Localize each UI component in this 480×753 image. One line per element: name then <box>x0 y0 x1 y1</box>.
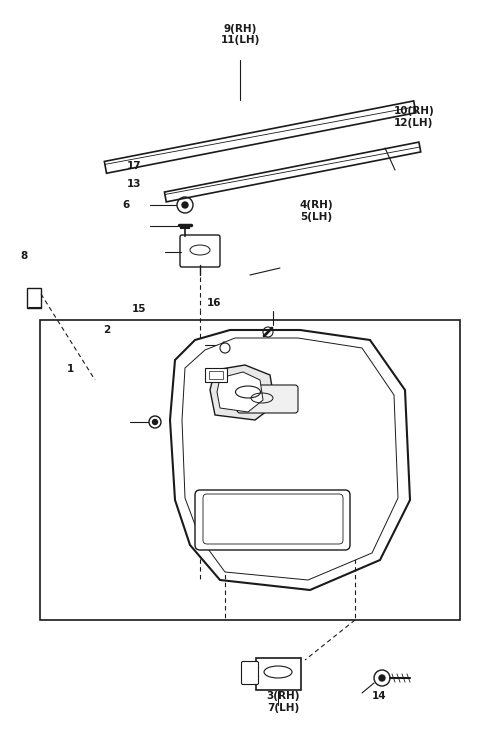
Polygon shape <box>217 372 263 412</box>
Circle shape <box>182 202 188 208</box>
Polygon shape <box>165 142 421 202</box>
Bar <box>40 320 460 620</box>
Text: 13: 13 <box>127 179 142 190</box>
Circle shape <box>379 675 385 681</box>
Bar <box>209 371 223 379</box>
Text: 1: 1 <box>67 364 74 374</box>
Text: 10(RH)
12(LH): 10(RH) 12(LH) <box>394 106 434 127</box>
FancyBboxPatch shape <box>237 385 298 413</box>
Text: 15: 15 <box>132 303 146 314</box>
Bar <box>27 288 41 308</box>
Text: 6: 6 <box>122 200 130 210</box>
Bar <box>256 658 301 690</box>
Text: 17: 17 <box>127 160 142 171</box>
Polygon shape <box>104 101 416 173</box>
FancyBboxPatch shape <box>180 235 220 267</box>
Polygon shape <box>170 330 410 590</box>
Bar <box>205 368 227 382</box>
Text: 16: 16 <box>206 297 221 308</box>
Text: 3(RH)
7(LH): 3(RH) 7(LH) <box>266 691 300 713</box>
Text: 4(RH)
5(LH): 4(RH) 5(LH) <box>300 200 334 221</box>
Text: 8: 8 <box>20 251 28 261</box>
Circle shape <box>153 419 157 425</box>
Text: 14: 14 <box>372 691 386 701</box>
Text: 2: 2 <box>103 325 110 335</box>
Polygon shape <box>210 365 275 420</box>
Polygon shape <box>182 338 398 580</box>
Text: 9(RH)
11(LH): 9(RH) 11(LH) <box>220 23 260 45</box>
FancyBboxPatch shape <box>203 494 343 544</box>
FancyBboxPatch shape <box>195 490 350 550</box>
FancyBboxPatch shape <box>241 661 259 684</box>
